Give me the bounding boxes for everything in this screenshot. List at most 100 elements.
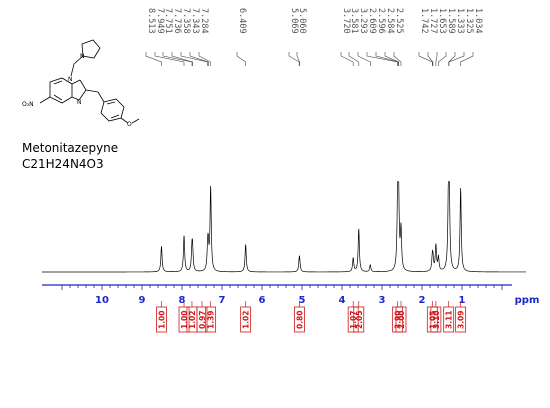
peak-label-connector: [198, 52, 211, 66]
integral-value: 3.09: [455, 301, 467, 333]
integral-label: 1.02: [188, 310, 197, 329]
integral-value: 0.97: [196, 301, 208, 333]
peak-label-connector: [171, 52, 193, 66]
integral-value: 3.10: [430, 301, 442, 333]
x-tick-label: 7: [219, 295, 226, 306]
peak-label-connector: [418, 52, 433, 66]
methoxy-oxygen-label: O: [127, 121, 132, 128]
peak-label-connectors: [145, 52, 474, 66]
peak-label-connector: [384, 52, 399, 66]
peak-label-connector: [393, 52, 402, 66]
integral-value: 2.00: [395, 301, 407, 333]
integral-label: 2.05: [355, 310, 364, 329]
peak-shift-label: 8.513: [146, 8, 156, 34]
x-tick-label: 9: [139, 295, 146, 306]
x-tick-label: 5: [299, 295, 306, 306]
peak-label-connector: [189, 52, 209, 66]
peak-label-connector: [145, 52, 162, 66]
x-tick-label: 4: [339, 295, 346, 306]
x-axis-unit-label: ppm: [515, 295, 540, 306]
peak-shift-label: 7.284: [199, 8, 209, 34]
integral-box: [347, 306, 359, 333]
integral-box: [240, 306, 252, 333]
peak-label-connector: [348, 52, 360, 66]
integral-value: 1.39: [205, 301, 217, 333]
peak-shift-label: 1.727: [428, 8, 438, 34]
imidazole-nitrogen-label-1: N: [68, 76, 73, 83]
integral-box: [156, 306, 167, 333]
integral-box: [178, 306, 190, 333]
peak-shift-label: 3.720: [341, 8, 351, 34]
peak-shift-label: 7.343: [190, 8, 200, 34]
peak-shift-label: 6.409: [237, 8, 247, 34]
x-axis: 10 9 8 7 6 5 4 3 2 1 ppm: [42, 284, 540, 306]
integral-box: [196, 306, 208, 333]
peak-label-connector: [448, 52, 465, 66]
integral-label: 3.09: [457, 310, 466, 329]
peak-label-connector: [438, 52, 447, 66]
integral-label: 3.10: [432, 310, 441, 329]
compound-name: Metonitazepyne: [22, 141, 119, 155]
peak-shift-label: 1.742: [419, 8, 429, 34]
integral-value: 3.11: [443, 301, 455, 333]
peak-shift-label: 2.596: [376, 8, 386, 34]
spectrum-trace: [42, 181, 526, 273]
peak-label-connector: [435, 52, 438, 66]
integral-value: 2.05: [353, 301, 365, 333]
x-tick-label: 2: [419, 295, 426, 306]
integral-label: 0.80: [295, 310, 304, 329]
peak-label-connector: [375, 52, 399, 66]
integral-label: 3.11: [445, 310, 454, 329]
peak-label-connector: [236, 52, 246, 66]
integral-value: 1.00: [178, 301, 190, 333]
peak-shift-label: 5.069: [289, 8, 299, 34]
integral-box: [205, 306, 217, 333]
peak-label-connector: [448, 52, 456, 66]
integral-box: [293, 306, 305, 333]
peak-shift-label: 2.525: [394, 8, 404, 34]
peak-shift-label: 7.949: [155, 8, 165, 34]
integral-value: 1.02: [240, 301, 252, 333]
peak-shift-label: 1.333: [455, 8, 465, 34]
peak-shift-label: 7.751: [163, 8, 173, 34]
molecule-atom-labels: N N N O₂N O: [22, 53, 132, 128]
peak-label-connector: [162, 52, 193, 66]
integral-label: 3.90: [394, 310, 403, 329]
peak-shift-label: 7.358: [181, 8, 191, 34]
peak-shift-label: 1.653: [437, 8, 447, 34]
ring-nitrogen-label: N: [80, 53, 85, 60]
integral-value: 1.00: [156, 301, 167, 333]
peak-shift-label: 2.584: [385, 8, 395, 34]
peak-shift-label: 3.293: [358, 8, 368, 34]
nitro-group-label: O₂N: [22, 101, 34, 108]
integral-value: 0.80: [293, 301, 305, 333]
integral-box: [443, 306, 455, 333]
peak-label-connector: [180, 52, 208, 66]
integral-label: 1.05: [428, 310, 437, 329]
x-tick-label: 8: [179, 295, 186, 306]
peak-label-connector: [154, 52, 185, 66]
integral-box: [430, 306, 442, 333]
integral-label: 1.00: [157, 310, 166, 329]
integral-label: 1.39: [207, 310, 216, 329]
x-tick-label: 3: [379, 295, 386, 306]
peak-shift-label: 1.325: [464, 8, 474, 34]
integrals: 1.00 1.001.02 0.97 1.39 1.02 0.80 1.072.05 3.90…: [156, 301, 467, 333]
integral-value: 1.02: [186, 301, 198, 333]
peak-shift-label: 5.060: [297, 8, 307, 34]
molecule-structure: [39, 39, 140, 124]
peak-label-connector: [340, 52, 354, 66]
integral-box: [455, 306, 467, 333]
peak-label-connector: [427, 52, 434, 66]
integral-box: [395, 306, 407, 333]
integral-label: 0.97: [198, 310, 207, 329]
x-tick-label: 10: [95, 295, 109, 306]
x-tick-label: 6: [259, 295, 266, 306]
peak-shift-label: 7.736: [172, 8, 182, 34]
peak-label-connector: [296, 52, 300, 66]
peak-shift-label: 1.589: [446, 8, 456, 34]
integral-label: 2.00: [397, 310, 406, 329]
peak-label-connector: [366, 52, 398, 66]
